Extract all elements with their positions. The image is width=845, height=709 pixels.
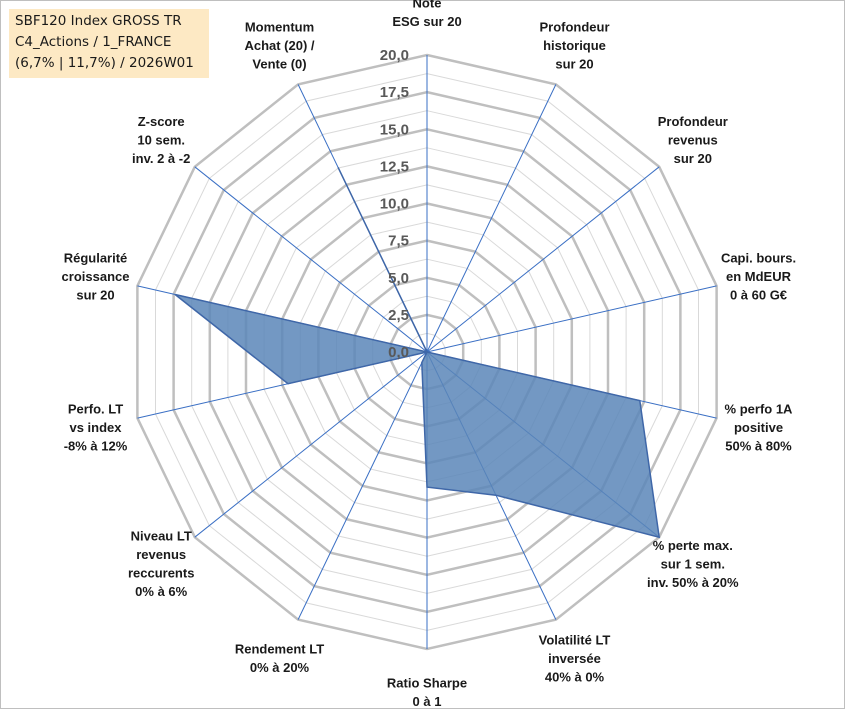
axis-label-line: reccurents: [128, 566, 194, 581]
axis-label-line: 10 sem.: [137, 133, 185, 148]
axis-label-line: inv. 50% à 20%: [647, 575, 739, 590]
axis-label: Rendement LT 0% à 20%: [235, 642, 324, 676]
axis-label: % perte max. sur 1 sem. inv. 50% à 20%: [647, 538, 739, 590]
axis-label-line: Perfo. LT: [68, 402, 123, 417]
axis-label-line: sur 20: [674, 151, 712, 166]
axis-label-line: positive: [734, 420, 783, 435]
axis-label-line: 0% à 6%: [135, 584, 187, 599]
axis-label-line: 40% à 0%: [545, 669, 605, 684]
axis-label-line: en MdEUR: [726, 269, 792, 284]
axis-label-line: sur 20: [76, 287, 114, 302]
axis-label-line: sur 1 sem.: [661, 557, 725, 572]
axis-label: Ratio Sharpe 0 à 1: [387, 675, 467, 709]
axis-label-line: Achat (20) /: [244, 38, 314, 53]
axis-label: Capi. bours. en MdEUR 0 à 60 G€: [721, 250, 796, 302]
axis-label-line: % perte max.: [653, 538, 733, 553]
axis-label-line: revenus: [668, 133, 718, 148]
axis-label-line: vs index: [69, 420, 122, 435]
axis-label-line: sur 20: [555, 57, 593, 72]
title-line-2: C4_Actions / 1_FRANCE: [15, 34, 172, 50]
axis-label-line: 0% à 20%: [250, 660, 310, 675]
axis-label-line: Rendement LT: [235, 642, 324, 657]
axis-label-line: Régularité: [64, 250, 128, 265]
axis-label: Perfo. LT vs index -8% à 12%: [64, 402, 128, 454]
axis-label-line: 0 à 60 G€: [730, 287, 787, 302]
tick-labels: 0,0 2,5 5,0 7,5 10,0 12,5 15,0 17,5 20,0: [380, 47, 409, 361]
axis-label-line: Vente (0): [252, 57, 306, 72]
axis-label: Momentum Achat (20) / Vente (0): [244, 20, 314, 72]
axis-label-line: Niveau LT: [131, 529, 192, 544]
axis-label-line: Volatilité LT: [539, 632, 611, 647]
axis-label-line: % perfo 1A: [725, 402, 794, 417]
axis-label: Profondeur revenus sur 20: [658, 114, 728, 166]
axis-label-line: Momentum: [245, 20, 314, 35]
axis-label-line: -8% à 12%: [64, 439, 128, 454]
axis-label-line: revenus: [136, 547, 186, 562]
axis-label-line: inversée: [548, 651, 601, 666]
axis-label-line: Profondeur: [658, 114, 728, 129]
tick-label: 17,5: [380, 84, 409, 101]
axis-label-line: croissance: [62, 269, 130, 284]
series-area: [174, 167, 661, 539]
axis-label: Note ESG sur 20: [392, 0, 461, 29]
spoke-line: [426, 84, 557, 353]
tick-label: 15,0: [380, 121, 409, 138]
tick-label: 5,0: [388, 270, 409, 287]
axis-label: % perfo 1A positive 50% à 80%: [725, 402, 794, 454]
tick-label: 12,5: [380, 158, 409, 175]
tick-label: 10,0: [380, 196, 409, 213]
tick-label: 0,0: [388, 344, 409, 361]
tick-label: 2,5: [388, 307, 409, 324]
title-line-3: (6,7% | 11,7%) / 2026W01: [15, 55, 194, 71]
axis-labels: Note ESG sur 20 Profondeur historique sur 20…: [62, 0, 797, 709]
axis-label: Régularité croissance sur 20: [62, 250, 130, 302]
axis-label-line: Ratio Sharpe: [387, 675, 467, 690]
spoke-line: [426, 285, 717, 353]
tick-label: 7,5: [388, 233, 409, 250]
axis-label-line: inv. 2 à -2: [132, 151, 190, 166]
axis-label-line: ESG sur 20: [392, 14, 461, 29]
axis-label: Profondeur historique sur 20: [539, 20, 609, 72]
axis-label-line: Note: [413, 0, 442, 10]
chart-title-box: SBF120 Index GROSS TR C4_Actions / 1_FRA…: [9, 9, 209, 78]
axis-label-line: 50% à 80%: [725, 439, 792, 454]
axis-label: Z-score 10 sem. inv. 2 à -2: [132, 114, 190, 166]
spoke-line: [194, 166, 428, 353]
axis-label: Niveau LT revenus reccurents 0% à 6%: [128, 529, 194, 600]
title-line-1: SBF120 Index GROSS TR: [15, 13, 182, 29]
axis-label-line: 0 à 1: [413, 694, 442, 709]
axis-label-line: Z-score: [138, 114, 185, 129]
spoke-line: [297, 351, 428, 620]
axis-label: Volatilité LT inversée 40% à 0%: [539, 632, 611, 684]
spoke-line: [426, 166, 660, 353]
axis-label-line: Profondeur: [539, 20, 609, 35]
axis-label-line: historique: [543, 38, 606, 53]
tick-label: 20,0: [380, 47, 409, 64]
axis-label-line: Capi. bours.: [721, 250, 796, 265]
spoke-line: [194, 351, 428, 538]
